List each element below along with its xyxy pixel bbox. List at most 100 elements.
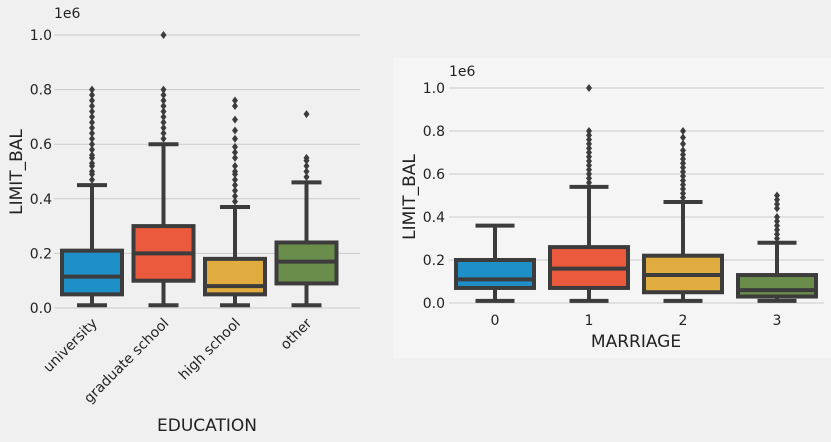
outlier-point — [586, 139, 592, 148]
outlier-point — [774, 191, 780, 200]
iqr-box — [454, 258, 536, 290]
outlier-point — [303, 172, 310, 181]
y-tick-labels: 0.0 0.2 0.4 0.6 0.8 1.0 — [30, 28, 52, 317]
outlier-point — [89, 107, 95, 116]
box-high-school — [203, 96, 267, 308]
outlier-point — [680, 139, 686, 148]
outlier-point — [680, 150, 686, 159]
y-tick-label: 0.6 — [30, 137, 52, 153]
outlier-point — [232, 167, 238, 176]
y-tick-labels: 0.0 0.2 0.4 0.6 0.8 1.0 — [423, 81, 445, 312]
outlier-point — [680, 127, 686, 135]
y-tick-label: 0.0 — [423, 296, 445, 312]
outlier-point — [680, 146, 686, 155]
outlier-point — [89, 140, 95, 149]
outlier-point — [774, 221, 780, 230]
outlier-point — [232, 126, 238, 135]
outlier-point — [89, 91, 95, 100]
box-graduate-school — [131, 31, 196, 308]
marriage-boxplot: 0.0 0.2 0.4 0.6 0.8 1.0 0 1 2 3 1e6 MARRIAGE LIM… — [400, 64, 824, 352]
outlier-point — [89, 129, 95, 138]
outlier-point — [680, 154, 686, 163]
y-axis-label: LIMIT_BAL — [7, 129, 27, 215]
outlier-point — [232, 96, 238, 105]
outlier-point — [89, 101, 95, 110]
right-panel-background — [393, 58, 831, 358]
y-axis-label: LIMIT_BAL — [400, 154, 420, 240]
boxes — [454, 84, 818, 303]
y-tick-label: 0.4 — [30, 192, 52, 208]
outlier-point — [586, 148, 592, 157]
x-tick-label: other — [278, 315, 316, 353]
outlier-point — [774, 213, 780, 221]
outlier-point — [160, 96, 167, 105]
x-tick-label: 2 — [679, 313, 688, 329]
outlier-point — [586, 135, 592, 144]
x-axis-label: EDUCATION — [157, 416, 257, 436]
outlier-point — [89, 175, 95, 184]
outlier-point — [586, 152, 592, 161]
outlier-point — [680, 180, 686, 189]
outlier-point — [680, 176, 686, 185]
box-0 — [454, 223, 536, 303]
outlier-point — [680, 172, 686, 181]
outlier-point — [232, 181, 238, 190]
outlier-point — [586, 170, 592, 178]
outlier-point — [303, 167, 310, 176]
outlier-point — [586, 178, 592, 187]
outlier-point — [586, 165, 592, 174]
outlier-point — [232, 186, 238, 195]
outlier-point — [232, 197, 238, 206]
x-tick-label: 3 — [773, 313, 782, 329]
outlier-point — [160, 123, 167, 132]
outlier-point — [232, 148, 238, 157]
outlier-point — [160, 101, 167, 110]
outlier-point — [774, 204, 780, 213]
boxes — [60, 31, 339, 308]
box-other — [274, 110, 339, 308]
outlier-point — [160, 129, 167, 138]
outlier-point — [586, 161, 592, 170]
outlier-point — [586, 157, 592, 166]
outlier-point — [232, 115, 238, 124]
outlier-point — [774, 200, 780, 209]
outlier-point — [89, 112, 95, 121]
outlier-point — [89, 134, 95, 143]
outlier-point — [160, 107, 167, 116]
box-3 — [736, 191, 818, 303]
outlier-point — [680, 133, 686, 142]
y-tick-label: 0.8 — [30, 83, 52, 99]
x-axis-label: MARRIAGE — [591, 332, 681, 352]
box-2 — [642, 127, 724, 303]
outlier-point — [89, 85, 95, 94]
box-university — [60, 85, 124, 308]
y-tick-label: 0.2 — [30, 246, 52, 262]
outlier-point — [232, 192, 238, 201]
y-tick-label: 0.4 — [423, 210, 445, 226]
outlier-point — [774, 195, 780, 204]
outlier-point — [89, 151, 95, 160]
outlier-point — [586, 131, 592, 140]
outlier-point — [89, 167, 95, 176]
y-tick-label: 0.2 — [423, 253, 445, 269]
iqr-box — [60, 248, 124, 297]
outlier-point — [232, 175, 238, 184]
outlier-point — [89, 123, 95, 132]
y-tick-label: 0.8 — [423, 124, 445, 140]
outlier-point — [89, 118, 95, 127]
y-scale-label: 1e6 — [449, 64, 476, 80]
outlier-point — [160, 85, 167, 94]
outlier-point — [680, 189, 686, 198]
outlier-point — [774, 217, 780, 226]
iqr-box — [736, 273, 818, 299]
outlier-point — [160, 31, 167, 39]
outlier-point — [680, 159, 686, 168]
outlier-point — [303, 110, 310, 119]
outlier-point — [232, 101, 238, 110]
outlier-point — [232, 142, 238, 151]
outlier-point — [160, 112, 167, 121]
outlier-point — [680, 167, 686, 176]
x-tick-labels: 0 1 2 3 — [491, 313, 782, 329]
x-tick-label: high school — [176, 316, 244, 384]
